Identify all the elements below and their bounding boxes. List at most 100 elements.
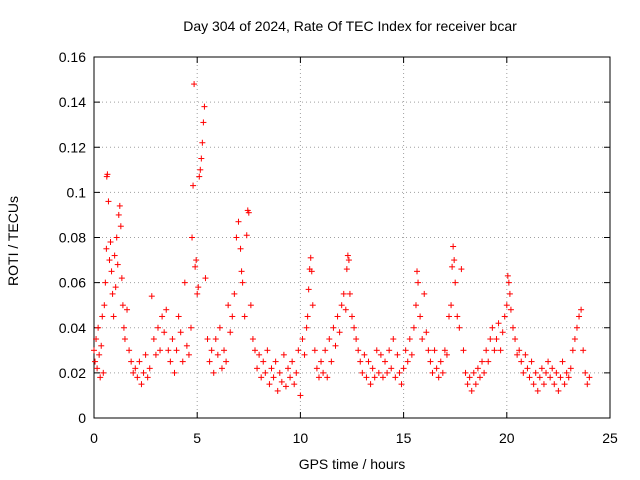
data-point	[526, 374, 533, 381]
data-point	[105, 198, 112, 205]
data-point	[427, 358, 434, 365]
x-tick-label: 20	[499, 430, 515, 446]
data-point	[121, 336, 128, 343]
data-point	[437, 358, 444, 365]
data-point	[377, 351, 384, 358]
data-point	[204, 336, 211, 343]
x-tick-label: 0	[90, 430, 98, 446]
y-tick-label: 0	[78, 410, 86, 426]
data-point	[474, 365, 481, 372]
y-tick-label: 0.1	[67, 184, 87, 200]
data-point	[179, 358, 186, 365]
plot-frame	[93, 56, 611, 419]
y-tick-label: 0.02	[59, 365, 86, 381]
data-point	[111, 252, 118, 259]
data-point	[104, 171, 111, 178]
data-point	[221, 347, 228, 354]
data-point	[507, 306, 514, 313]
data-point	[214, 351, 221, 358]
data-point	[435, 374, 442, 381]
data-point	[293, 369, 300, 376]
data-point	[260, 358, 267, 365]
data-point	[446, 313, 453, 320]
data-point	[565, 374, 572, 381]
data-point	[212, 336, 219, 343]
data-point	[371, 374, 378, 381]
data-point	[231, 290, 238, 297]
data-point	[481, 369, 488, 376]
data-point	[93, 336, 100, 343]
data-point	[92, 358, 99, 365]
data-point	[439, 369, 446, 376]
data-point	[501, 313, 508, 320]
data-point	[349, 313, 355, 320]
data-point	[586, 374, 593, 381]
grid-lines	[94, 57, 610, 418]
data-point	[398, 381, 405, 388]
data-point	[493, 336, 500, 343]
data-point	[238, 268, 245, 275]
data-point	[138, 381, 145, 388]
data-point	[375, 369, 382, 376]
data-point	[503, 302, 510, 309]
data-point	[448, 302, 455, 309]
data-point	[367, 381, 374, 388]
data-point	[472, 381, 479, 388]
data-point	[363, 374, 370, 381]
data-point	[173, 347, 180, 354]
data-point	[384, 369, 391, 376]
data-point	[258, 374, 265, 381]
data-point	[328, 358, 335, 365]
data-point	[584, 381, 591, 388]
y-tick-label: 0.12	[59, 139, 86, 155]
data-point	[410, 324, 417, 331]
data-point	[117, 223, 124, 230]
data-point	[406, 336, 413, 343]
data-point	[489, 324, 496, 331]
data-point	[218, 365, 225, 372]
data-point	[142, 351, 149, 358]
data-point	[251, 347, 258, 354]
data-point	[532, 369, 539, 376]
data-point	[578, 306, 585, 313]
data-point	[193, 257, 200, 264]
data-point	[373, 347, 380, 354]
data-point	[495, 320, 502, 327]
data-point	[280, 351, 287, 358]
data-point	[332, 342, 339, 349]
data-point	[524, 365, 531, 372]
data-point	[458, 266, 465, 273]
data-point	[216, 324, 223, 331]
data-point	[130, 369, 137, 376]
data-point	[148, 293, 155, 300]
data-point	[313, 365, 320, 372]
data-point	[569, 347, 576, 354]
data-point	[297, 392, 304, 399]
data-point	[108, 268, 115, 275]
data-point	[443, 351, 450, 358]
data-point	[134, 374, 141, 381]
data-point	[95, 324, 102, 331]
data-point	[169, 336, 176, 343]
data-point	[136, 358, 143, 365]
data-point	[357, 358, 364, 365]
data-point	[197, 166, 204, 173]
data-point	[189, 234, 196, 241]
data-point	[198, 155, 205, 162]
data-point	[233, 234, 240, 241]
data-point	[165, 347, 172, 354]
data-point	[512, 336, 519, 343]
data-point	[555, 387, 562, 394]
data-point	[506, 290, 513, 297]
data-point	[152, 351, 159, 358]
data-point	[346, 290, 353, 297]
data-point	[324, 374, 331, 381]
data-point	[402, 347, 409, 354]
data-point	[404, 358, 411, 365]
data-point	[534, 387, 541, 394]
data-point	[520, 369, 527, 376]
data-point	[431, 347, 438, 354]
data-point	[287, 374, 294, 381]
data-point	[441, 347, 448, 354]
data-point	[201, 103, 208, 110]
